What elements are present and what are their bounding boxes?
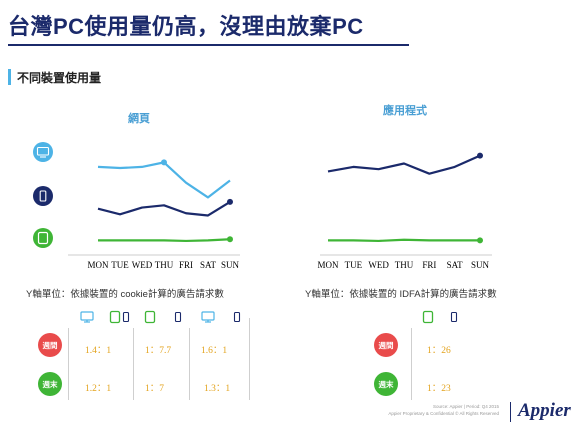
ratio-smartphone-icon: [450, 311, 458, 323]
app-unit-note: Y軸單位：依據裝置的 IDFA計算的廣告請求數: [305, 289, 497, 300]
ratio-tablet-icon: [109, 310, 121, 324]
web-chart-title: 網頁: [128, 113, 150, 125]
ratio-desktop-icon: [201, 311, 215, 323]
web-legend-smartphone-icon: [33, 186, 53, 206]
weekend-badge: 週末: [374, 372, 398, 396]
section-title: 不同裝置使用量: [17, 71, 102, 85]
app-series-mobile-marker: [477, 152, 483, 159]
ratio-table-web-icons: [80, 310, 241, 324]
ratio-tablet-icon: [144, 310, 156, 324]
app-series-tablet: [328, 238, 480, 243]
web-x-tick: SAT: [200, 260, 217, 270]
app-series-tablet-marker: [477, 237, 483, 244]
web-x-tick: MON: [87, 260, 109, 270]
web-x-tick: WED: [132, 260, 153, 270]
app-x-tick: SUN: [471, 260, 490, 270]
title-underline: [8, 44, 409, 46]
app-x-tick: SAT: [447, 260, 464, 270]
ratio-separator: [68, 328, 69, 400]
ratio-web-weekend-tablet-mobile: 1：7: [145, 384, 165, 394]
ratio-app-weekend: 1：23: [427, 384, 451, 394]
web-series-pc: [97, 161, 231, 199]
ratio-separator: [411, 328, 412, 400]
app-x-tick: THU: [395, 260, 414, 270]
web-series-pc-marker: [161, 159, 167, 166]
ratio-smartphone-icon: [122, 311, 130, 323]
web-legend-tablet-icon: [33, 228, 53, 248]
web-x-tick: SUN: [221, 260, 240, 270]
app-x-tick: MON: [317, 260, 339, 270]
ratio-table-app-icons: [422, 310, 458, 324]
source-note: Source: Appier | Period: Q4 2015 Appier …: [388, 403, 499, 417]
app-series-mobile: [327, 154, 481, 175]
ratio-separator: [133, 328, 134, 400]
app-chart-title: 應用程式: [383, 105, 427, 117]
web-series-mobile-marker: [227, 198, 233, 205]
web-series-tablet: [98, 238, 231, 243]
web-x-tick: FRI: [179, 260, 193, 270]
ratio-desktop-icon: [80, 311, 94, 323]
weekend-badge: 週末: [38, 372, 62, 396]
ratio-web-weekday-pc-tablet: 1.6：1: [201, 346, 228, 356]
web-series-mobile: [97, 200, 231, 217]
web-x-tick: THU: [155, 260, 174, 270]
web-line-chart: MON TUE WED THU FRI SAT SUN: [33, 142, 240, 270]
app-x-tick: FRI: [422, 260, 436, 270]
web-x-tick: TUE: [111, 260, 129, 270]
ratio-web-weekend-pc-tablet: 1.3：1: [204, 384, 231, 394]
ratio-separator: [249, 318, 250, 400]
ratio-smartphone-icon: [174, 311, 182, 323]
weekday-badge: 週間: [38, 333, 62, 357]
app-line-chart: MON TUE WED THU FRI SAT SUN: [317, 152, 492, 270]
web-legend-desktop-icon: [33, 142, 53, 162]
weekday-badge: 週間: [374, 333, 398, 357]
web-unit-note: Y軸單位：依據裝置的 cookie計算的廣告請求數: [26, 289, 224, 300]
ratio-app-weekday: 1：26: [427, 346, 451, 356]
rights-line: Appier Proprietary & Confidential © All …: [388, 411, 499, 416]
ratio-web-weekday-tablet-mobile: 1：7.7: [145, 346, 172, 356]
ratio-web-weekend-pc-mobile: 1.2：1: [85, 384, 112, 394]
ratio-smartphone-icon: [233, 311, 241, 323]
app-x-tick: TUE: [345, 260, 363, 270]
ratio-web-weekday-pc-mobile: 1.4：1: [85, 346, 112, 356]
logo-divider: [510, 402, 511, 422]
ratio-separator: [189, 328, 190, 400]
web-series-tablet-marker: [227, 236, 233, 243]
page-title: 台灣PC使用量仍高，沒理由放棄PC: [8, 14, 364, 39]
source-line: Source: Appier | Period: Q4 2015: [433, 404, 499, 409]
ratio-tablet-icon: [422, 310, 434, 324]
web-chart-device-icons: [33, 142, 53, 248]
appier-logo: Appier: [518, 400, 571, 421]
app-x-tick: WED: [368, 260, 389, 270]
section-accent-bar: [8, 69, 11, 85]
